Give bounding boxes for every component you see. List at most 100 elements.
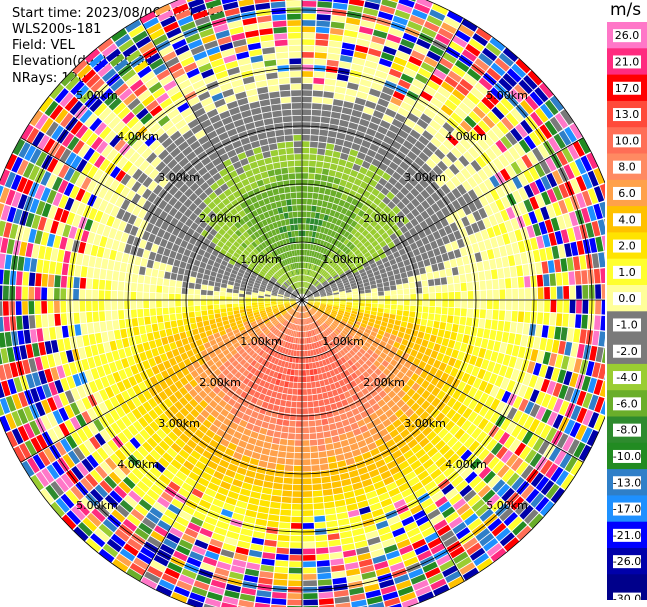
- range-gate: [303, 288, 306, 294]
- range-gate: [382, 347, 390, 355]
- range-gate: [387, 241, 395, 249]
- range-gate: [311, 257, 316, 264]
- range-gate: [353, 136, 363, 145]
- range-gate: [313, 280, 318, 286]
- range-gate: [401, 206, 411, 216]
- range-gate: [346, 294, 353, 298]
- range-gate: [294, 331, 297, 337]
- range-gate: [322, 270, 327, 277]
- range-gate: [462, 407, 473, 419]
- range-gate: [320, 123, 330, 130]
- range-gate: [392, 15, 408, 26]
- range-gate: [308, 295, 314, 298]
- range-gate: [456, 184, 467, 196]
- range-gate: [376, 356, 384, 364]
- range-gate: [302, 516, 314, 523]
- range-gate: [384, 308, 390, 314]
- range-gate: [290, 529, 302, 536]
- range-gate: [74, 324, 82, 336]
- range-gate: [407, 438, 418, 449]
- range-gate: [324, 264, 330, 271]
- range-gate: [315, 282, 321, 288]
- range-gate: [177, 346, 186, 355]
- range-gate: [517, 201, 528, 215]
- range-gate: [30, 329, 38, 343]
- range-gate: [302, 281, 304, 288]
- range-gate: [479, 405, 490, 417]
- range-gate: [398, 510, 412, 521]
- range-gate: [306, 376, 311, 382]
- range-gate: [548, 137, 561, 153]
- range-gate: [369, 314, 377, 320]
- range-gate: [57, 338, 65, 352]
- range-gate: [243, 574, 259, 583]
- range-gate: [169, 313, 176, 321]
- range-gate: [534, 163, 546, 178]
- range-gate: [222, 543, 236, 552]
- range-gate: [518, 288, 525, 300]
- range-gate: [176, 580, 193, 592]
- range-gate: [328, 539, 341, 547]
- range-gate: [382, 418, 392, 428]
- range-gate: [360, 20, 375, 29]
- range-gate: [435, 412, 446, 423]
- range-gate: [598, 252, 605, 268]
- range-gate: [371, 403, 381, 412]
- range-gate: [477, 120, 491, 133]
- range-gate: [547, 411, 558, 426]
- range-gate: [331, 435, 340, 443]
- range-gate: [389, 280, 396, 286]
- range-gate: [483, 470, 496, 484]
- range-gate: [317, 219, 323, 226]
- range-gate: [517, 172, 529, 187]
- range-gate: [235, 446, 245, 455]
- range-gate: [272, 404, 280, 412]
- range-gate: [350, 228, 358, 236]
- range-gate: [344, 325, 351, 331]
- range-gate: [536, 274, 544, 287]
- range-gate: [322, 263, 328, 269]
- range-gate: [320, 324, 326, 331]
- range-gate: [421, 236, 430, 245]
- range-gate: [375, 259, 383, 266]
- range-gate: [319, 380, 325, 387]
- range-gate: [390, 285, 397, 291]
- range-gate: [435, 307, 442, 314]
- range-gate: [313, 407, 320, 414]
- range-gate: [395, 256, 403, 263]
- range-gate: [306, 205, 312, 212]
- range-gate: [120, 262, 128, 273]
- range-gate: [360, 258, 368, 265]
- range-gate: [0, 285, 3, 300]
- range-gate: [346, 352, 353, 359]
- range-gate: [521, 154, 533, 169]
- range-gate: [522, 372, 532, 386]
- range-gate: [569, 300, 576, 314]
- range-gate: [486, 67, 502, 82]
- range-gate: [376, 315, 383, 321]
- range-gate: [54, 275, 61, 288]
- range-gate: [452, 457, 464, 470]
- range-gate: [16, 271, 23, 286]
- range-gate: [255, 439, 264, 448]
- range-gate: [304, 281, 306, 288]
- range-gate: [325, 249, 331, 256]
- range-gate: [302, 510, 314, 517]
- range-gate: [339, 322, 346, 328]
- range-gate: [438, 27, 454, 40]
- range-gate: [0, 301, 3, 316]
- range-gate: [173, 586, 190, 598]
- range-gate: [313, 496, 324, 503]
- range-gate: [381, 404, 390, 413]
- range-gate: [109, 340, 118, 351]
- range-gate: [453, 551, 469, 564]
- range-gate: [465, 273, 473, 282]
- range-gate: [48, 314, 55, 327]
- range-gate: [351, 246, 359, 253]
- range-gate: [320, 346, 325, 353]
- range-gate: [178, 325, 185, 333]
- range-gate: [576, 343, 585, 359]
- range-gate: [327, 267, 333, 273]
- range-gate: [281, 347, 287, 354]
- range-gate: [206, 591, 223, 602]
